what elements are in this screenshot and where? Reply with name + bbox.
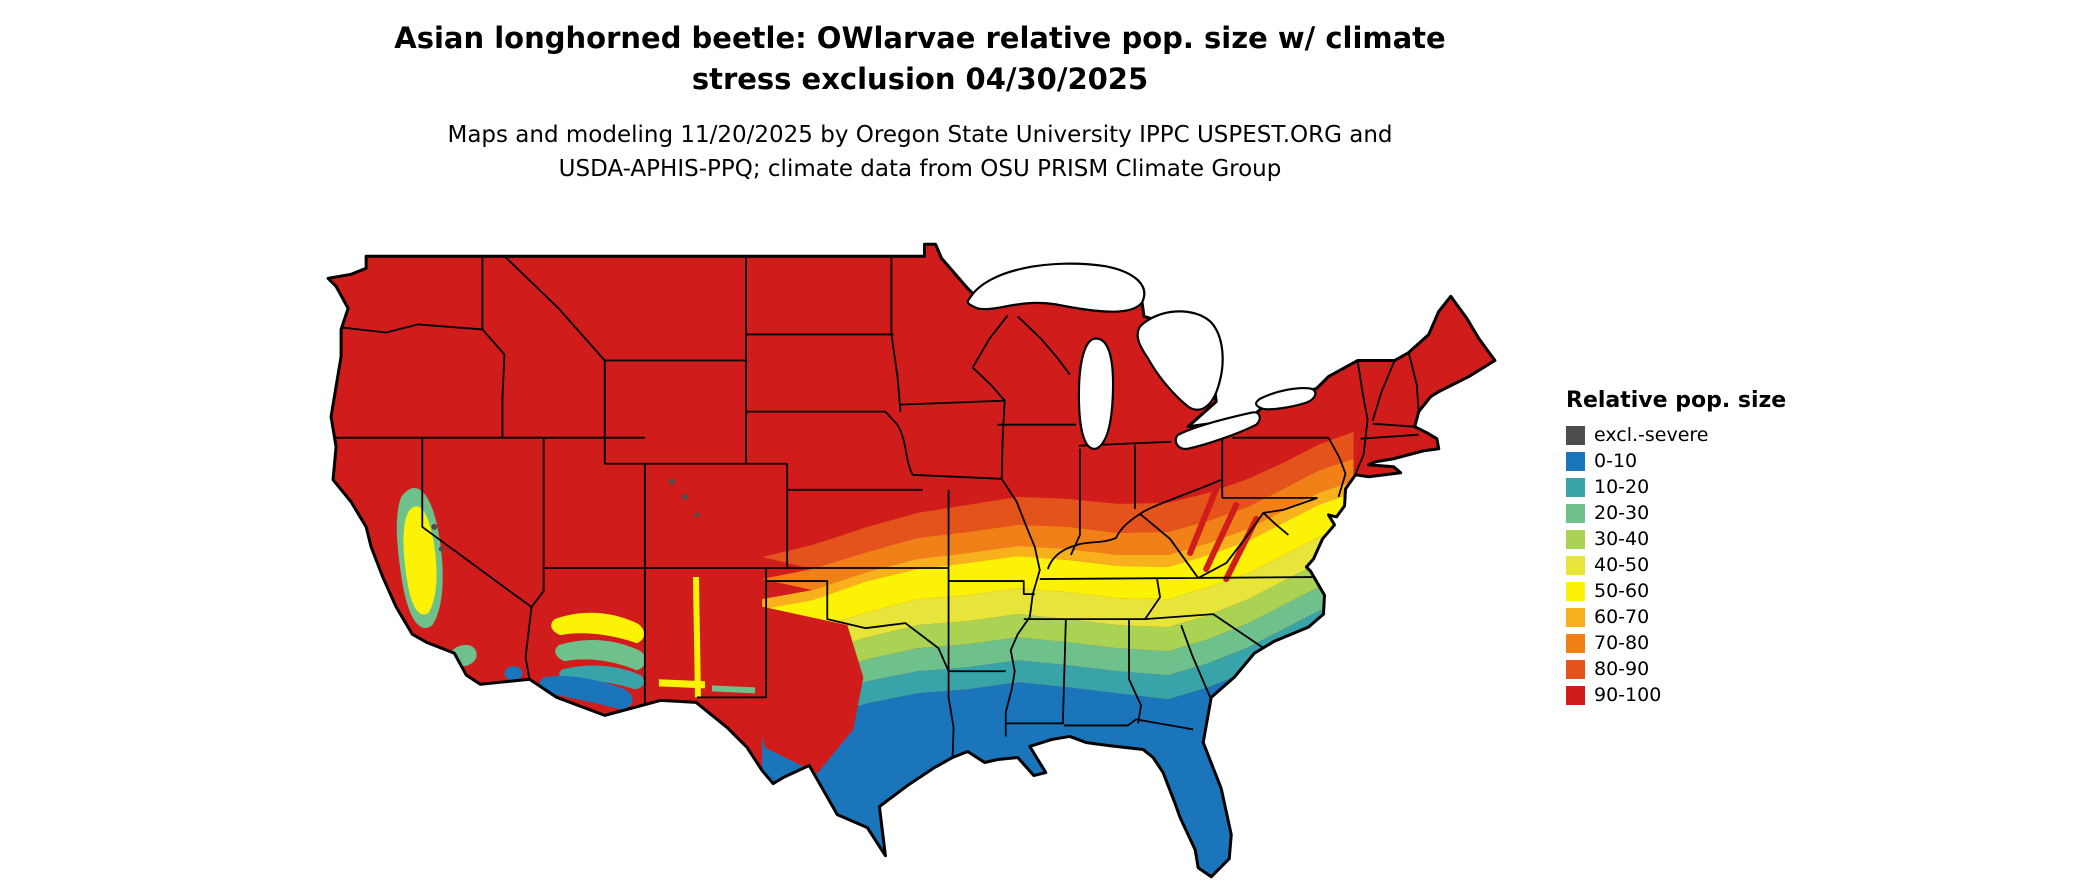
legend-label: 80-90	[1594, 658, 1650, 680]
map-title: Asian longhorned beetle: OWlarvae relati…	[0, 18, 1840, 100]
us-map	[326, 242, 1497, 879]
legend-item: excl.-severe	[1566, 426, 1786, 445]
state-border-lines	[333, 255, 1420, 758]
legend-label: 40-50	[1594, 554, 1650, 576]
legend: Relative pop. size excl.-severe 0-10 10-…	[1566, 388, 1786, 712]
legend-swatch	[1566, 660, 1585, 679]
patch-arizona-green	[555, 639, 646, 671]
patch-arizona-teal	[559, 665, 645, 690]
lake-michigan	[1077, 337, 1115, 450]
legend-swatch	[1566, 608, 1585, 627]
legend-item: 10-20	[1566, 478, 1786, 497]
legend-swatch	[1566, 582, 1585, 601]
legend-item: 40-50	[1566, 556, 1786, 575]
lake-ontario	[1254, 387, 1317, 411]
us-map-container	[306, 226, 1534, 888]
map-subtitle: Maps and modeling 11/20/2025 by Oregon S…	[0, 118, 1840, 186]
patch-transpecos-red	[745, 605, 864, 774]
great-lakes	[966, 262, 1317, 451]
band-40-50	[762, 524, 1354, 664]
legend-item: 60-70	[1566, 608, 1786, 627]
legend-swatch	[1566, 530, 1585, 549]
band-10-20	[762, 599, 1354, 730]
legend-item: 0-10	[1566, 452, 1786, 471]
patch-arizona-yellow	[551, 612, 645, 644]
patch-riogrande-yellow	[692, 577, 701, 698]
legend-item: 20-30	[1566, 504, 1786, 523]
band-70-80	[762, 458, 1354, 591]
band-80-90	[762, 431, 1354, 570]
lake-erie	[1174, 411, 1261, 451]
legend-swatch	[1566, 478, 1585, 497]
excl-speck	[668, 478, 675, 485]
legend-label: 50-60	[1594, 580, 1650, 602]
legend-swatch	[1566, 556, 1585, 575]
title-line-1: Asian longhorned beetle: OWlarvae relati…	[394, 21, 1446, 55]
patch-nm-south-green	[711, 685, 756, 694]
patch-central-valley-yellow	[403, 506, 437, 615]
legend-item: 30-40	[1566, 530, 1786, 549]
legend-label: 30-40	[1594, 528, 1650, 550]
excl-speck	[431, 523, 438, 530]
legend-swatch	[1566, 634, 1585, 653]
lake-superior	[966, 262, 1146, 313]
us-outline	[326, 242, 1497, 879]
excl-speck	[438, 546, 444, 552]
legend-swatch	[1566, 426, 1585, 445]
legend-title: Relative pop. size	[1566, 388, 1787, 413]
legend-item: 80-90	[1566, 660, 1786, 679]
legend-label: 60-70	[1594, 606, 1650, 628]
band-30-40	[762, 550, 1354, 686]
legend-label: 10-20	[1594, 476, 1650, 498]
raster-layers	[328, 244, 1495, 877]
legend-label: 70-80	[1594, 632, 1650, 654]
legend-label: excl.-severe	[1594, 424, 1709, 446]
excl-severe-specks	[431, 478, 700, 552]
legend-item: 70-80	[1566, 634, 1786, 653]
legend-label: 0-10	[1594, 450, 1638, 472]
state-borders	[333, 255, 1420, 758]
band-60-70	[762, 480, 1354, 610]
legend-swatch	[1566, 504, 1585, 523]
legend-label: 90-100	[1594, 684, 1662, 706]
legend-swatch	[1566, 686, 1585, 705]
lake-huron	[1136, 310, 1224, 411]
patch-arizona-blue	[539, 676, 633, 710]
legend-item: 90-100	[1566, 686, 1786, 705]
legend-item: 50-60	[1566, 582, 1786, 601]
legend-label: 20-30	[1594, 502, 1650, 524]
patch-imperial-blue	[504, 666, 523, 681]
title-line-2: stress exclusion 04/30/2025	[691, 62, 1149, 96]
subtitle-line-1: Maps and modeling 11/20/2025 by Oregon S…	[447, 122, 1393, 148]
excl-speck	[681, 493, 688, 500]
legend-swatch	[1566, 452, 1585, 471]
band-50-60	[762, 492, 1354, 640]
excl-speck	[694, 512, 700, 518]
subtitle-line-2: USDA-APHIS-PPQ; climate data from OSU PR…	[558, 156, 1282, 182]
patch-nm-south-yellow	[658, 679, 705, 689]
